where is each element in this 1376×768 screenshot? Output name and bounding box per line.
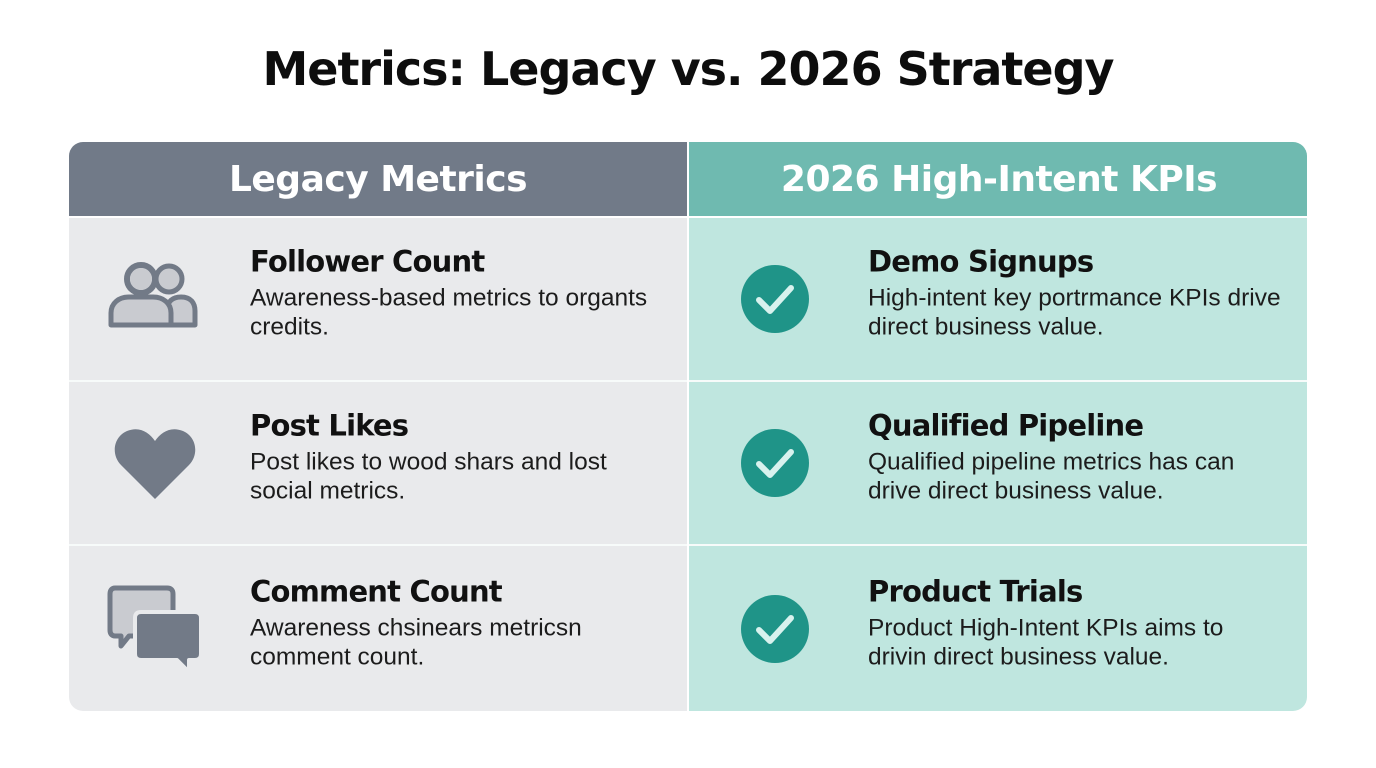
check-circle-icon: [727, 584, 823, 674]
check-circle-icon: [727, 418, 823, 508]
item-title: Post Likes: [250, 408, 409, 443]
item-description: Awareness-based metrics to organts credi…: [250, 284, 648, 341]
item-description: Product High-Intent KPIs aims to drivin …: [868, 614, 1224, 671]
page-title: Metrics: Legacy vs. 2026 Strategy: [262, 42, 1114, 96]
legacy-column-header: Legacy Metrics: [69, 142, 687, 218]
legacy-item-follower-count: Follower Count Awareness-based metrics t…: [69, 218, 687, 382]
kpi-item-qualified-pipeline: Qualified Pipeline Qualified pipeline me…: [689, 382, 1307, 546]
chat-bubbles-icon: [107, 584, 203, 674]
legacy-item-post-likes: Post Likes Post likes to wood shars and …: [69, 382, 687, 546]
legacy-item-comment-count: Comment Count Awareness chsinears metric…: [69, 546, 687, 711]
item-title: Comment Count: [250, 574, 503, 609]
item-description: Post likes to wood shars and lost social…: [250, 448, 607, 505]
item-title: Product Trials: [868, 574, 1083, 609]
comparison-table: Legacy Metrics 2026 High-Intent KPIs Fol…: [69, 142, 1307, 711]
kpi-item-product-trials: Product Trials Product High-Intent KPIs …: [689, 546, 1307, 711]
check-circle-icon: [727, 254, 823, 344]
item-title: Follower Count: [250, 244, 485, 279]
item-title: Demo Signups: [868, 244, 1094, 279]
item-description: High-intent key portrmance KPIs drive di…: [868, 284, 1281, 341]
item-description: Qualified pipeline metrics has can drive…: [868, 448, 1235, 505]
kpi-column-header: 2026 High-Intent KPIs: [689, 142, 1307, 218]
heart-icon: [107, 418, 203, 508]
item-description: Awareness chsinears metricsn comment cou…: [250, 614, 582, 671]
item-title: Qualified Pipeline: [868, 408, 1144, 443]
users-icon: [107, 254, 203, 344]
kpi-item-demo-signups: Demo Signups High-intent key portrmance …: [689, 218, 1307, 382]
